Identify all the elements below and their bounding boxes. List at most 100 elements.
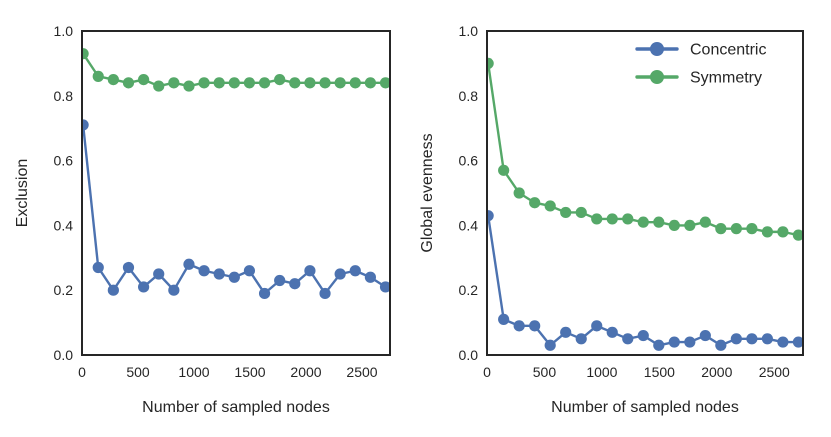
y-tick-label: 0.8 xyxy=(54,88,74,104)
y-axis-label: Exclusion xyxy=(14,159,31,227)
marker-symmetry xyxy=(138,74,150,86)
marker-concentric xyxy=(513,320,525,332)
marker-symmetry xyxy=(274,74,286,86)
x-axis-label: Number of sampled nodes xyxy=(142,399,330,416)
marker-symmetry xyxy=(699,216,711,228)
legend-marker-concentric xyxy=(650,42,664,56)
marker-symmetry xyxy=(575,206,587,219)
marker-concentric xyxy=(198,265,210,277)
marker-concentric xyxy=(168,284,180,296)
marker-concentric xyxy=(653,339,665,351)
y-tick-label: 0.6 xyxy=(54,153,74,169)
marker-symmetry xyxy=(544,200,556,212)
legend xyxy=(635,42,679,84)
y-tick-label: 1.0 xyxy=(54,23,74,39)
marker-symmetry xyxy=(379,77,390,89)
marker-concentric xyxy=(591,320,603,332)
marker-concentric xyxy=(274,274,286,287)
marker-symmetry xyxy=(746,223,758,235)
panel-global-evenness xyxy=(486,30,804,356)
x-tick-label: 1500 xyxy=(234,364,265,380)
marker-symmetry xyxy=(319,77,331,89)
marker-symmetry xyxy=(498,164,510,176)
marker-concentric xyxy=(622,333,634,345)
x-axis-label: Number of sampled nodes xyxy=(551,399,739,416)
y-axis-label: Global evenness xyxy=(419,133,436,252)
marker-concentric xyxy=(487,210,494,222)
marker-symmetry xyxy=(487,57,494,69)
x-tick-label: 1000 xyxy=(178,364,209,380)
series-group-global-evenness xyxy=(487,57,803,351)
marker-symmetry xyxy=(715,223,727,235)
marker-concentric xyxy=(349,265,361,277)
y-tick-label: 0.0 xyxy=(54,347,74,363)
marker-symmetry xyxy=(82,48,89,60)
marker-symmetry xyxy=(168,77,180,89)
x-tick-label: 1500 xyxy=(644,364,675,380)
marker-concentric xyxy=(730,333,742,345)
marker-symmetry xyxy=(228,77,240,89)
marker-concentric xyxy=(684,336,696,348)
y-tick-label: 0.6 xyxy=(459,153,479,169)
marker-concentric xyxy=(228,271,240,283)
marker-concentric xyxy=(777,336,789,348)
y-tick-label: 0.2 xyxy=(54,282,74,298)
series-line-symmetry xyxy=(487,62,800,237)
y-tick-label: 0.2 xyxy=(459,282,479,298)
x-tick-label: 500 xyxy=(533,364,557,380)
marker-concentric xyxy=(364,271,376,283)
marker-concentric xyxy=(575,333,587,345)
marker-symmetry xyxy=(529,197,541,209)
marker-concentric xyxy=(183,258,195,270)
marker-concentric xyxy=(92,261,104,274)
marker-symmetry xyxy=(761,226,773,238)
marker-symmetry xyxy=(653,216,665,228)
marker-symmetry xyxy=(637,216,649,228)
y-tick-label: 0.4 xyxy=(54,217,74,233)
panel-exclusion xyxy=(81,30,391,356)
marker-concentric xyxy=(319,287,331,300)
marker-concentric xyxy=(668,336,680,348)
marker-symmetry xyxy=(213,77,225,89)
marker-symmetry xyxy=(622,213,634,225)
marker-symmetry xyxy=(107,74,119,86)
marker-symmetry xyxy=(258,77,271,89)
marker-concentric xyxy=(544,339,556,351)
x-tick-label: 2500 xyxy=(759,364,790,380)
marker-symmetry xyxy=(334,77,346,89)
y-tick-label: 0.0 xyxy=(459,347,479,363)
marker-concentric xyxy=(213,268,225,280)
marker-symmetry xyxy=(777,226,789,238)
marker-concentric xyxy=(560,326,572,338)
marker-concentric xyxy=(153,268,165,280)
marker-concentric xyxy=(243,265,256,277)
marker-symmetry xyxy=(289,77,301,89)
x-tick-label: 0 xyxy=(78,364,86,380)
marker-concentric xyxy=(334,268,346,280)
marker-concentric xyxy=(529,320,541,332)
legend-label-symmetry: Symmetry xyxy=(690,70,762,87)
marker-symmetry xyxy=(606,213,618,225)
marker-symmetry xyxy=(243,77,256,89)
marker-symmetry xyxy=(183,80,195,92)
marker-concentric xyxy=(699,329,711,342)
marker-symmetry xyxy=(591,213,603,225)
marker-symmetry xyxy=(349,77,361,89)
marker-symmetry xyxy=(513,187,525,199)
marker-symmetry xyxy=(792,229,803,241)
x-tick-label: 500 xyxy=(126,364,150,380)
marker-symmetry xyxy=(668,219,680,231)
x-tick-label: 1000 xyxy=(586,364,617,380)
marker-concentric xyxy=(379,281,390,293)
marker-symmetry xyxy=(153,80,165,92)
marker-concentric xyxy=(715,339,727,351)
y-tick-label: 0.4 xyxy=(459,217,479,233)
x-tick-label: 2000 xyxy=(701,364,732,380)
marker-concentric xyxy=(138,281,150,293)
marker-concentric xyxy=(498,313,510,325)
series-group-exclusion xyxy=(82,48,390,300)
y-tick-label: 0.8 xyxy=(459,88,479,104)
marker-symmetry xyxy=(364,77,376,89)
